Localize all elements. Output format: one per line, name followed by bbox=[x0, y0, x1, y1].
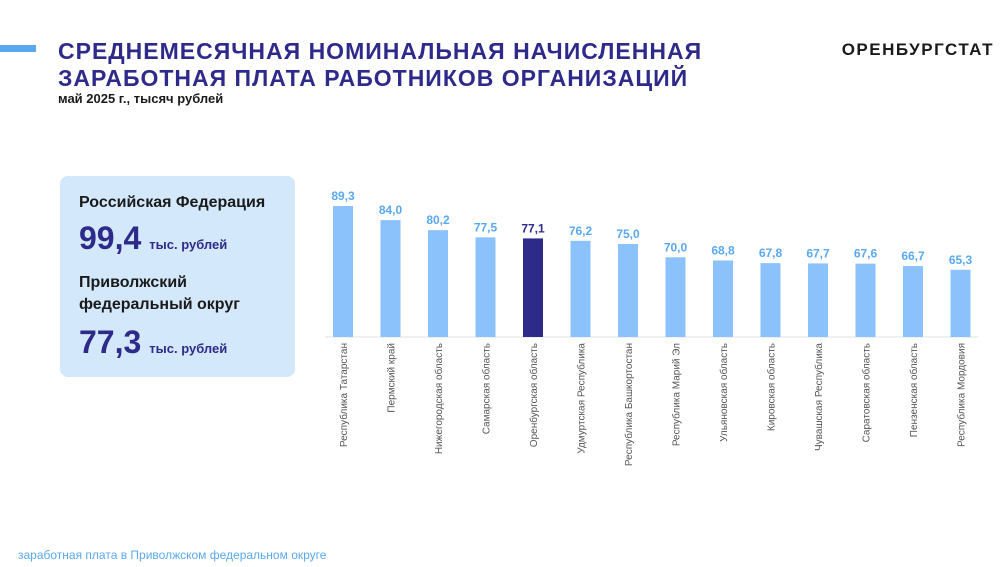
bar-1 bbox=[380, 220, 401, 337]
pfo-unit: тыс. рублей bbox=[149, 341, 228, 356]
category-label-3: Самарская область bbox=[481, 343, 493, 434]
bar-13 bbox=[950, 269, 971, 337]
category-label-8: Ульяновская область bbox=[718, 343, 730, 442]
bar-12 bbox=[903, 266, 923, 337]
bar-7 bbox=[665, 257, 686, 337]
category-label-9: Кировская область bbox=[766, 343, 778, 431]
bar-0 bbox=[333, 206, 353, 337]
value-label-11: 67,6 bbox=[854, 247, 878, 261]
pfo-label-line-1: Приволжский bbox=[79, 274, 187, 291]
value-label-5: 76,2 bbox=[569, 224, 593, 238]
bar-8 bbox=[713, 260, 733, 337]
category-label-13: Республика Мордовия bbox=[956, 343, 968, 447]
bar-10 bbox=[808, 263, 828, 337]
bar-9 bbox=[760, 263, 781, 337]
summary-box: Российская Федерация 99,4 тыс. рублей При… bbox=[60, 176, 295, 377]
category-label-5: Удмуртская Республика bbox=[576, 343, 588, 454]
pfo-label-line-2: федеральный округ bbox=[79, 296, 240, 313]
rf-label: Российская Федерация bbox=[79, 194, 266, 211]
value-label-8: 68,8 bbox=[711, 243, 735, 257]
pfo-value: 77,3 bbox=[79, 324, 142, 360]
bar-11 bbox=[855, 263, 876, 337]
category-label-2: Нижегородская область bbox=[433, 343, 445, 454]
bar-2 bbox=[428, 230, 448, 337]
category-label-0: Республика Татарстан bbox=[338, 343, 350, 447]
category-label-10: Чувашская Республика bbox=[813, 343, 825, 451]
bar-6 bbox=[618, 243, 638, 337]
bar-3 bbox=[475, 237, 496, 337]
value-label-9: 67,8 bbox=[759, 246, 783, 260]
accent-bar bbox=[0, 45, 36, 52]
pfo-value-row: 77,3 тыс. рублей bbox=[79, 324, 227, 361]
pfo-label: Приволжский федеральный округ bbox=[79, 272, 240, 316]
value-label-7: 70,0 bbox=[664, 240, 688, 254]
value-label-4: 77,1 bbox=[521, 221, 545, 235]
footer-text: заработная плата в Приволжском федеральн… bbox=[18, 548, 327, 562]
category-label-4: Оренбургская область bbox=[528, 343, 540, 447]
category-label-11: Саратовская область bbox=[861, 343, 873, 442]
value-label-3: 77,5 bbox=[474, 220, 498, 234]
category-label-1: Пермский край bbox=[387, 343, 398, 413]
category-label-6: Республика Башкортостан bbox=[623, 343, 635, 466]
title-line-2: ЗАРАБОТНАЯ ПЛАТА РАБОТНИКОВ ОРГАНИЗАЦИЙ bbox=[58, 65, 689, 91]
rf-value: 99,4 bbox=[79, 220, 142, 256]
title-line-1: СРЕДНЕМЕСЯЧНАЯ НОМИНАЛЬНАЯ НАЧИСЛЕННАЯ bbox=[58, 38, 703, 64]
rf-unit: тыс. рублей bbox=[149, 237, 228, 252]
page-subtitle: май 2025 г., тысяч рублей bbox=[58, 91, 224, 106]
category-label-12: Пензенская область bbox=[908, 343, 920, 437]
value-label-0: 89,3 bbox=[331, 189, 355, 203]
value-label-6: 75,0 bbox=[616, 227, 640, 241]
bar-4 bbox=[523, 238, 543, 337]
bar-5 bbox=[570, 240, 591, 337]
page-title: СРЕДНЕМЕСЯЧНАЯ НОМИНАЛЬНАЯ НАЧИСЛЕННАЯ З… bbox=[58, 38, 702, 92]
value-label-10: 67,7 bbox=[806, 246, 830, 260]
value-label-1: 84,0 bbox=[379, 203, 403, 217]
rf-value-row: 99,4 тыс. рублей bbox=[79, 220, 227, 257]
value-label-2: 80,2 bbox=[426, 213, 450, 227]
brand-logo: ОРЕНБУРГСТАТ bbox=[841, 40, 994, 59]
value-label-12: 66,7 bbox=[901, 249, 925, 263]
value-label-13: 65,3 bbox=[949, 253, 973, 267]
category-label-7: Республика Марий Эл bbox=[671, 343, 683, 446]
